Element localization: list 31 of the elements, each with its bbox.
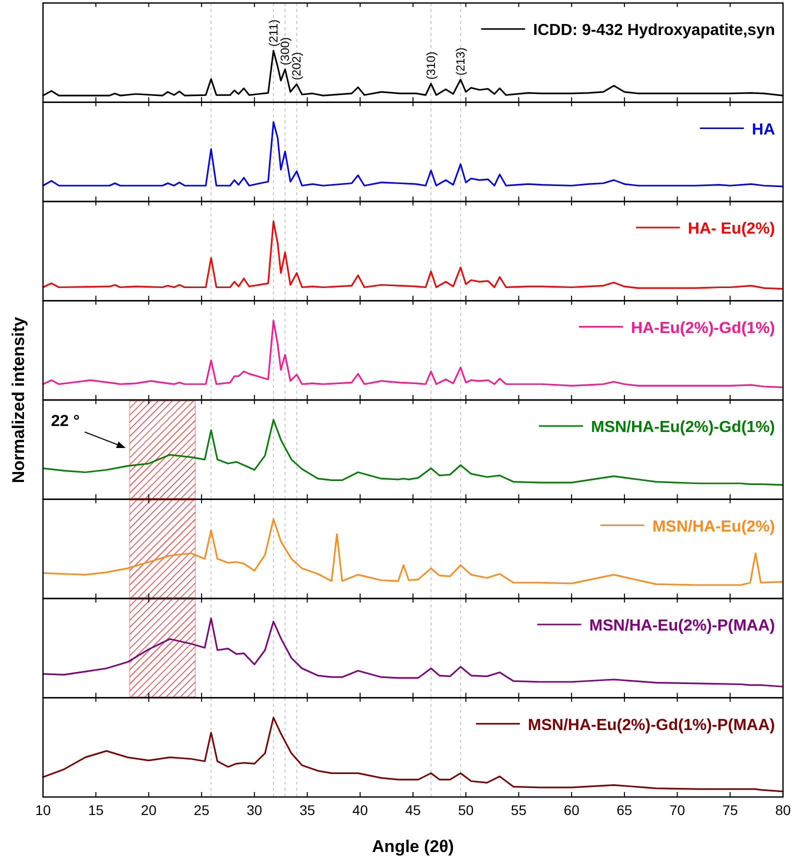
legend-label: MSN/HA-Eu(2%)-P(MAA) (589, 618, 775, 634)
x-tick-label: 40 (352, 802, 368, 818)
annotation: (213) (454, 48, 468, 76)
x-tick-label: 60 (564, 802, 580, 818)
x-tick-label: 35 (299, 802, 316, 818)
x-tick-label: 55 (510, 802, 527, 818)
annotation: (202) (290, 52, 304, 80)
x-tick-label: 15 (88, 802, 104, 818)
annotation: (211) (266, 20, 280, 47)
x-tick-label: 50 (458, 802, 474, 818)
x-tick-label: 10 (35, 802, 51, 818)
legend-label: HA (752, 121, 776, 138)
y-axis-title: Normalized intensity (9, 316, 28, 484)
x-tick-label: 45 (405, 802, 421, 818)
annotation: 22 ° (51, 413, 80, 430)
legend-label: MSN/HA-Eu(2%) (652, 518, 775, 536)
legend-label: MSN/HA-Eu(2%)-Gd(1%) (591, 419, 775, 436)
x-axis-title: Angle (2θ) (372, 837, 454, 856)
annotation: (300) (278, 37, 292, 66)
legend-label: ICDD: 9-432 Hydroxyapatite,syn (533, 22, 775, 39)
legend-label: HA-Eu(2%)-Gd(1%) (631, 320, 775, 337)
x-tick-label: 80 (775, 802, 791, 818)
legend-label: HA- Eu(2%) (688, 220, 775, 238)
x-tick-label: 75 (722, 802, 738, 818)
annotation: (310) (424, 52, 438, 80)
x-tick-label: 20 (140, 802, 157, 818)
x-tick-label: 70 (669, 802, 686, 818)
x-tick-label: 65 (616, 802, 632, 818)
x-tick-label: 25 (194, 802, 210, 818)
x-tick-label: 30 (246, 802, 262, 818)
legend-label: MSN/HA-Eu(2%)-Gd(1%)-P(MAA) (528, 716, 775, 734)
